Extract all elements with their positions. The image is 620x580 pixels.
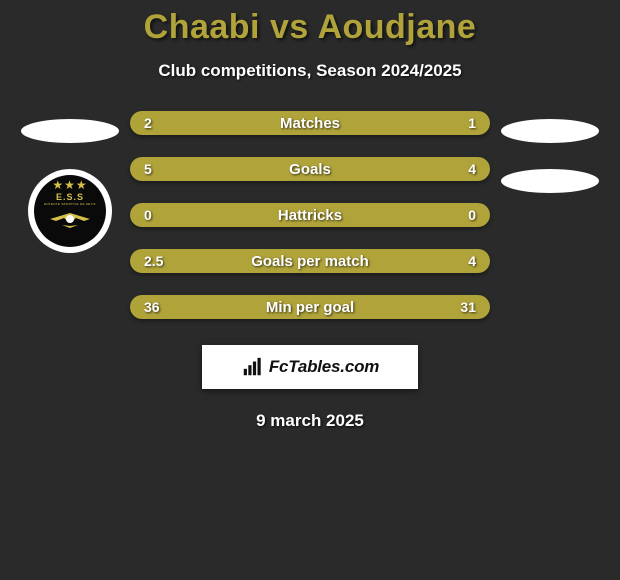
stat-label: Min per goal [130, 299, 490, 316]
badge-stars: ★★★ [52, 179, 87, 191]
stat-bar: 2.5Goals per match4 [130, 249, 490, 273]
comparison-card: Chaabi vs Aoudjane Club competitions, Se… [0, 0, 620, 431]
date-label: 9 march 2025 [0, 411, 620, 431]
stat-left-value: 0 [144, 207, 152, 223]
stat-right-value: 4 [468, 161, 476, 177]
right-player-column [490, 111, 610, 219]
stat-label: Matches [130, 115, 490, 132]
stat-bar: 2Matches1 [130, 111, 490, 135]
chart-icon [241, 356, 263, 378]
stat-left-value: 5 [144, 161, 152, 177]
left-player-column: ★★★ E.S.S ENTENTE SPORTIVE DE SETIF [10, 111, 130, 253]
stat-left-value: 36 [144, 299, 160, 315]
stat-bar: 36Min per goal31 [130, 295, 490, 319]
stat-label: Goals per match [130, 253, 490, 270]
stat-left-value: 2.5 [144, 253, 163, 269]
brand-attribution[interactable]: FcTables.com [202, 345, 418, 389]
right-flag-1 [501, 119, 599, 143]
subtitle: Club competitions, Season 2024/2025 [0, 61, 620, 81]
stat-right-value: 1 [468, 115, 476, 131]
stat-right-value: 0 [468, 207, 476, 223]
left-club-badge: ★★★ E.S.S ENTENTE SPORTIVE DE SETIF [28, 169, 112, 253]
stat-right-value: 4 [468, 253, 476, 269]
stat-bar: 5Goals4 [130, 157, 490, 181]
stat-label: Goals [130, 161, 490, 178]
badge-subtext: ENTENTE SPORTIVE DE SETIF [44, 202, 96, 206]
stat-label: Hattricks [130, 207, 490, 224]
stat-bar: 0Hattricks0 [130, 203, 490, 227]
content-row: ★★★ E.S.S ENTENTE SPORTIVE DE SETIF 2Mat… [0, 111, 620, 319]
brand-text: FcTables.com [269, 357, 379, 377]
badge-inner: ★★★ E.S.S ENTENTE SPORTIVE DE SETIF [34, 175, 106, 247]
right-flag-2 [501, 169, 599, 193]
left-flag [21, 119, 119, 143]
stats-bars: 2Matches15Goals40Hattricks02.5Goals per … [130, 111, 490, 319]
stat-right-value: 31 [460, 299, 476, 315]
eagle-icon [42, 209, 98, 229]
page-title: Chaabi vs Aoudjane [0, 8, 620, 47]
stat-left-value: 2 [144, 115, 152, 131]
badge-text: E.S.S [56, 192, 84, 202]
